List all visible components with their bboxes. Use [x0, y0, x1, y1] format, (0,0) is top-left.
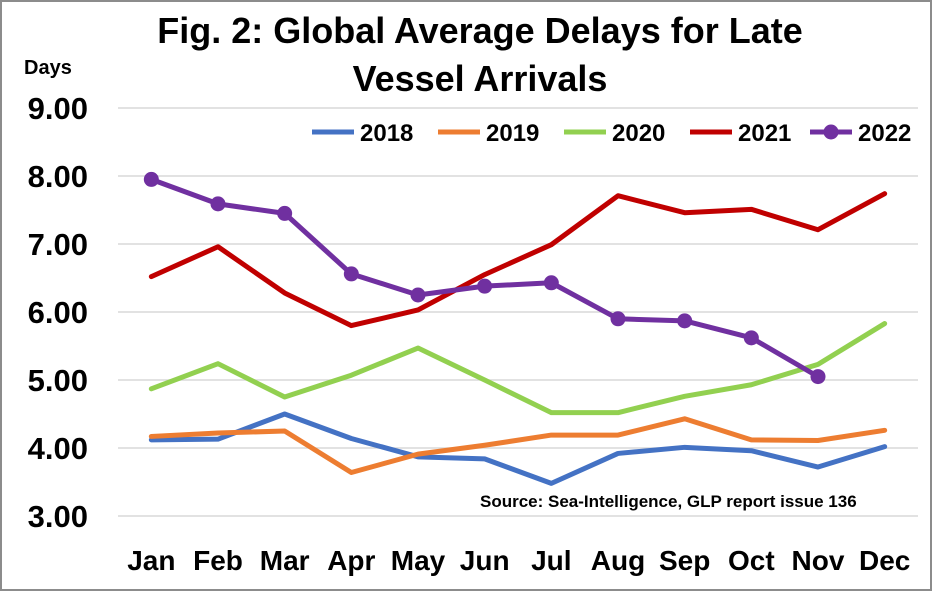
series-line-2020 [148, 321, 888, 416]
x-tick-label: Oct [728, 545, 775, 576]
series-point-2022 [677, 313, 693, 329]
series-point-2022 [343, 266, 359, 282]
y-tick-label: 5.00 [28, 363, 88, 398]
y-tick-label: 3.00 [28, 499, 88, 534]
series-point-2022 [410, 287, 426, 303]
series-point-2022 [610, 311, 626, 327]
x-tick-label: Nov [792, 545, 845, 576]
legend-label-2022: 2022 [858, 120, 911, 147]
y-tick-label: 8.00 [28, 159, 88, 194]
x-tick-label: Jan [127, 545, 175, 576]
series-point-2022 [477, 278, 493, 294]
chart-title-line-2: Vessel Arrivals [352, 58, 608, 99]
x-tick-label: Jun [460, 545, 510, 576]
series-line-2021 [148, 191, 888, 329]
y-tick-label: 7.00 [28, 227, 88, 262]
legend-label-2020: 2020 [612, 120, 665, 147]
legend-label-2021: 2021 [738, 120, 791, 147]
series-point-2022 [810, 369, 826, 385]
x-tick-label: Mar [260, 545, 310, 576]
x-tick-label: Dec [859, 545, 910, 576]
series-point-2022 [143, 171, 159, 187]
y-tick-label: 6.00 [28, 295, 88, 330]
chart-title-line-1: Fig. 2: Global Average Delays for Late [157, 10, 803, 51]
series-line-2018 [148, 411, 888, 486]
x-tick-label: Apr [327, 545, 375, 576]
series-point-2022 [743, 330, 759, 346]
series-point-2022 [543, 275, 559, 291]
x-tick-label: Aug [591, 545, 645, 576]
series-point-2022 [210, 196, 226, 212]
x-tick-label: May [391, 545, 446, 576]
legend-label-2018: 2018 [360, 120, 413, 147]
y-tick-label: 9.00 [28, 91, 88, 126]
x-tick-label: Sep [659, 545, 710, 576]
series-line-2019 [148, 416, 888, 475]
y-axis-label: Days [24, 57, 72, 79]
x-tick-label: Feb [193, 545, 243, 576]
y-tick-label: 4.00 [28, 431, 88, 466]
legend-label-2019: 2019 [486, 120, 539, 147]
x-tick-label: Jul [531, 545, 571, 576]
series-point-2022 [277, 205, 293, 221]
legend-marker-2022 [823, 124, 839, 140]
source-note: Source: Sea-Intelligence, GLP report iss… [480, 492, 857, 511]
